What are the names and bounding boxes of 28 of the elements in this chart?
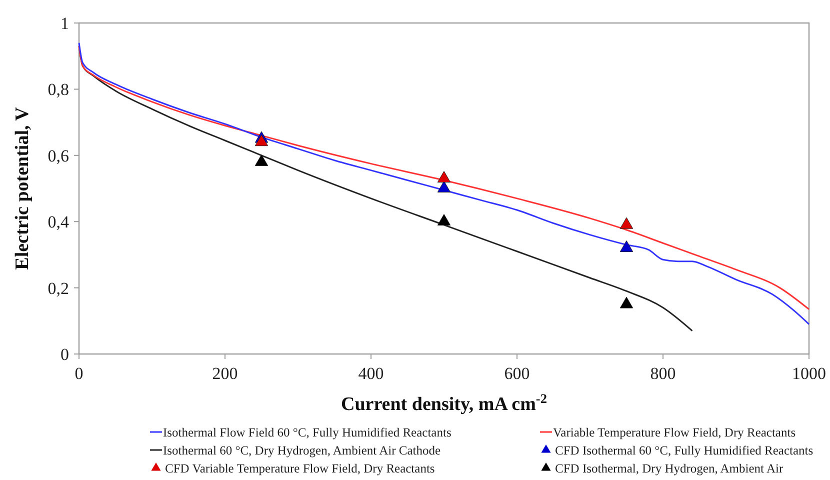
legend-label: Isothermal 60 °C, Dry Hydrogen, Ambient Air Cathode: [163, 444, 441, 458]
point: [254, 154, 268, 166]
y-tick-label: 0,8: [48, 80, 69, 100]
point: [620, 296, 634, 308]
y-tick-label: 0: [60, 345, 69, 364]
point: [254, 134, 268, 146]
y-tick-label: 0,2: [48, 278, 69, 298]
x-tick-label: 400: [358, 364, 384, 383]
x-tick-label: 200: [212, 364, 238, 383]
x-tick-label: 1000: [792, 364, 826, 383]
y-tick-label: 0,4: [48, 212, 70, 232]
y-axis-title: Electric potential, V: [12, 106, 33, 270]
point: [437, 180, 451, 192]
x-tick-label: 0: [74, 364, 84, 383]
y-tick-label: 1: [60, 14, 69, 33]
x-axis-title: Current density, mA cm$^{-2}$: [341, 390, 548, 415]
legend-label: Isothermal Flow Field 60 °C, Fully Humidified Reactants: [163, 426, 452, 440]
x-tick-label: 800: [650, 364, 676, 383]
point: [437, 170, 451, 182]
point: [620, 217, 634, 229]
legend-label: CFD Isothermal, Dry Hydrogen, Ambient Air: [555, 462, 784, 476]
legend-label: Variable Temperature Flow Field, Dry Reactants: [553, 426, 796, 440]
legend-label: CFD Variable Temperature Flow Field, Dry Reactants: [165, 462, 435, 476]
y-tick-label: 0,6: [48, 146, 69, 166]
point: [437, 214, 451, 226]
x-tick-label: 600: [504, 364, 530, 383]
legend-label: CFD Isothermal 60 °C, Fully Humidified Reactants: [555, 444, 814, 458]
point: [620, 240, 634, 252]
